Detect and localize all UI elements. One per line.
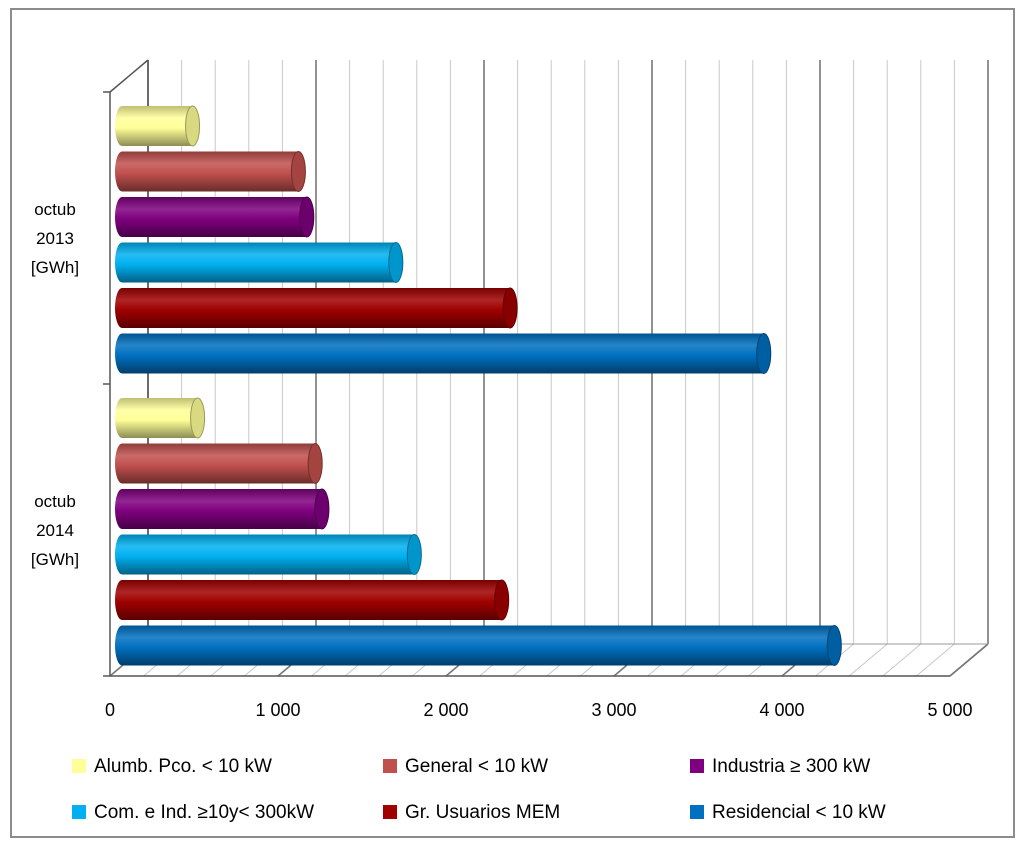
legend-item: Gr. Usuarios MEM bbox=[383, 802, 560, 823]
bar bbox=[115, 488, 330, 530]
floor-right-edge bbox=[949, 643, 989, 677]
legend-label: Com. e Ind. ≥10y< 300kW bbox=[94, 802, 314, 823]
x-tick-label: 4 000 bbox=[759, 700, 804, 720]
legend-swatch bbox=[72, 805, 86, 819]
bar-body bbox=[122, 580, 502, 620]
chart-legend: Alumb. Pco. < 10 kW General < 10 kW Indust… bbox=[72, 756, 886, 823]
legend-swatch bbox=[690, 759, 704, 773]
legend-label: Residencial < 10 kW bbox=[712, 802, 886, 823]
bar-end-cap bbox=[307, 443, 323, 484]
category-label-line: 2014 bbox=[36, 521, 74, 540]
bar-end-cap bbox=[406, 534, 422, 575]
bar-start-cap bbox=[115, 333, 129, 374]
bar-end-cap bbox=[502, 287, 518, 329]
bar-start-cap bbox=[115, 398, 129, 438]
bar bbox=[115, 287, 518, 329]
floor-gridline bbox=[882, 643, 922, 677]
bar-end-cap bbox=[314, 488, 330, 530]
bar bbox=[115, 534, 422, 575]
category-label: octub 2014 [GWh] bbox=[31, 492, 79, 569]
bar-end-cap bbox=[388, 242, 404, 283]
legend-item: General < 10 kW bbox=[383, 756, 548, 777]
bar bbox=[115, 196, 315, 238]
bar-start-cap bbox=[115, 151, 129, 192]
bar-end-cap bbox=[756, 333, 772, 374]
bar-end-cap bbox=[826, 625, 842, 666]
bar-body bbox=[122, 534, 415, 575]
bar-start-cap bbox=[115, 625, 129, 666]
bar-body bbox=[122, 443, 316, 484]
legend-item: Com. e Ind. ≥10y< 300kW bbox=[72, 802, 314, 823]
bar-body bbox=[122, 106, 193, 146]
x-tick-label: 1 000 bbox=[255, 700, 300, 720]
left-wall-top-edge bbox=[109, 59, 149, 93]
category-label-line: [GWh] bbox=[31, 550, 79, 569]
bar-start-cap bbox=[115, 242, 129, 283]
legend-label: Industria ≥ 300 kW bbox=[712, 756, 870, 777]
bar-end-cap bbox=[299, 196, 315, 238]
legend-item: Residencial < 10 kW bbox=[690, 802, 886, 823]
bar-body bbox=[122, 197, 307, 237]
bar-body bbox=[122, 151, 299, 192]
x-tick-label: 3 000 bbox=[591, 700, 636, 720]
category-label-line: [GWh] bbox=[31, 258, 79, 277]
category-label-line: octub bbox=[34, 492, 76, 511]
legend-label: Alumb. Pco. < 10 kW bbox=[94, 756, 272, 777]
legend-item: Industria ≥ 300 kW bbox=[690, 756, 870, 777]
bar bbox=[115, 333, 772, 374]
bar-end-cap bbox=[290, 151, 306, 192]
legend-label: General < 10 kW bbox=[405, 756, 548, 777]
bar bbox=[115, 105, 201, 147]
x-axis-ticks: 0 1 000 2 000 3 000 4 000 5 000 bbox=[105, 700, 973, 720]
x-tick-label: 2 000 bbox=[423, 700, 468, 720]
bar-end-cap bbox=[185, 105, 201, 147]
floor-gridline bbox=[916, 643, 955, 677]
legend-swatch bbox=[383, 805, 397, 819]
bar bbox=[115, 242, 404, 283]
bar bbox=[115, 151, 306, 192]
bar bbox=[115, 579, 510, 621]
bar-start-cap bbox=[115, 106, 129, 146]
legend-swatch bbox=[72, 759, 86, 773]
bar-start-cap bbox=[115, 288, 129, 328]
bar bbox=[115, 443, 323, 484]
legend-swatch bbox=[383, 759, 397, 773]
y-axis-categories: octub 2013 [GWh] octub 2014 [GWh] bbox=[31, 200, 79, 569]
category-label-line: octub bbox=[34, 200, 76, 219]
chart-bars bbox=[115, 105, 842, 666]
legend-label: Gr. Usuarios MEM bbox=[405, 802, 560, 823]
bar-end-cap bbox=[190, 397, 206, 439]
bar-start-cap bbox=[115, 443, 129, 484]
bar-body bbox=[122, 398, 198, 438]
x-tick-label: 0 bbox=[105, 700, 115, 720]
bar-end-cap bbox=[494, 579, 510, 621]
bar-body bbox=[122, 288, 511, 328]
legend-item: Alumb. Pco. < 10 kW bbox=[72, 756, 272, 777]
bar-body bbox=[122, 242, 396, 283]
bar bbox=[115, 625, 842, 666]
bar-start-cap bbox=[115, 580, 129, 620]
category-label: octub 2013 [GWh] bbox=[31, 200, 79, 277]
bar-start-cap bbox=[115, 534, 129, 575]
bar-body bbox=[122, 489, 322, 529]
floor-gridline bbox=[848, 643, 888, 677]
category-label-line: 2013 bbox=[36, 229, 74, 248]
bar-body bbox=[122, 333, 764, 374]
bar-body bbox=[122, 625, 835, 666]
bar bbox=[115, 397, 206, 439]
bar-start-cap bbox=[115, 489, 129, 529]
legend-swatch bbox=[690, 805, 704, 819]
x-tick-label: 5 000 bbox=[927, 700, 972, 720]
bar-start-cap bbox=[115, 197, 129, 237]
